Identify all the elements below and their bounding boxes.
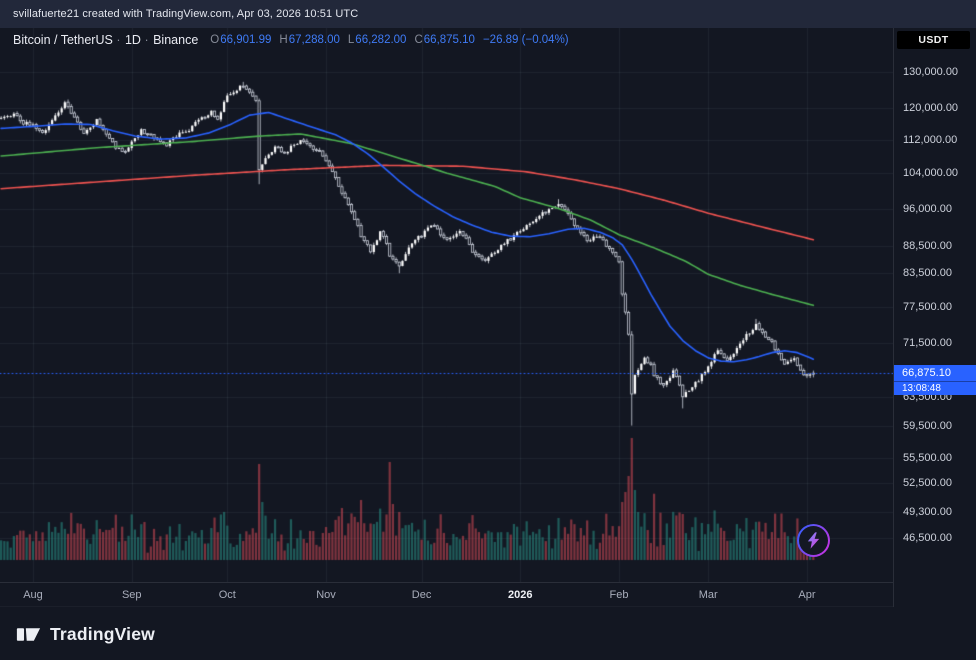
close-price: 66,875.10 — [423, 34, 475, 46]
low-value: L 66,282.00 — [348, 34, 407, 46]
time-axis-label: 2026 — [508, 589, 533, 601]
lightning-icon — [807, 532, 820, 549]
open-price: 66,901.99 — [220, 34, 272, 46]
last-price-value: 66,875.10 — [894, 365, 976, 382]
legend-separator: · — [144, 33, 149, 47]
high-label: H — [279, 34, 288, 46]
price-axis-label: 77,500.00 — [903, 300, 952, 313]
open-label: O — [210, 34, 220, 46]
symbol-title: Bitcoin / TetherUS · 1D · Binance — [13, 33, 198, 47]
price-axis-label: 96,000.00 — [903, 203, 952, 216]
open-value: O 66,901.99 — [210, 34, 271, 46]
tradingview-wordmark: TradingView — [50, 623, 155, 644]
price-axis-label: 88,500.00 — [903, 240, 952, 253]
countdown-timer: 13:08:48 — [894, 381, 976, 396]
high-value: H 67,288.00 — [279, 34, 339, 46]
price-axis[interactable]: USDT 130,000.00 120,000.00 112,000.00 104,0… — [893, 28, 976, 607]
price-axis-label: 46,500.00 — [903, 532, 952, 545]
price-axis-label: 55,500.00 — [903, 451, 952, 464]
attribution-text: svillafuerte21 created with TradingView.… — [13, 8, 359, 20]
price-axis-label: 71,500.00 — [903, 337, 952, 350]
price-axis-label: 130,000.00 — [903, 66, 959, 78]
exchange-label: Binance — [153, 33, 199, 47]
close-label: C — [414, 34, 423, 46]
price-axis-label: 49,300.00 — [903, 505, 952, 518]
tradingview-logo-icon — [16, 627, 41, 641]
symbol-legend[interactable]: Bitcoin / TetherUS · 1D · Binance O 66,9… — [13, 33, 569, 47]
price-axis-label: 59,500.00 — [903, 420, 952, 433]
symbol-name: Bitcoin / TetherUS — [13, 33, 113, 47]
time-axis-label: Oct — [218, 589, 236, 601]
tradingview-logo[interactable]: TradingView — [16, 622, 155, 647]
legend-separator: · — [116, 33, 121, 47]
timeframe-label: 1D — [124, 33, 141, 47]
price-axis-label: 104,000.00 — [903, 167, 959, 180]
time-axis-label: Nov — [316, 589, 336, 601]
price-axis-label: 120,000.00 — [903, 102, 959, 115]
price-axis-label: 112,000.00 — [903, 133, 958, 146]
time-axis-label: Feb — [609, 589, 629, 601]
close-value: C 66,875.10 — [414, 34, 474, 46]
ohlc-values: O 66,901.99 H 67,288.00 L 66,282.00 C 66… — [210, 34, 568, 46]
time-axis-label: Sep — [121, 589, 142, 601]
time-axis-label: Apr — [798, 589, 816, 601]
price-axis-label: 52,500.00 — [903, 477, 952, 490]
time-axis-label: Dec — [411, 589, 432, 601]
low-label: L — [347, 34, 355, 46]
last-price-tag[interactable]: 66,875.10 13:08:48 — [894, 365, 976, 396]
price-change: −26.89 (−0.04%) — [482, 34, 569, 46]
attribution-bar: svillafuerte21 created with TradingView.… — [0, 0, 976, 28]
time-axis-label: Mar — [698, 589, 718, 601]
time-axis[interactable]: Aug Sep Oct Nov Dec 2026 Feb Mar Apr — [0, 582, 976, 607]
currency-unit-button[interactable]: USDT — [897, 31, 970, 49]
footer-bar: TradingView — [0, 608, 976, 660]
time-axis-label: Aug — [23, 589, 43, 601]
price-axis-label: 83,500.00 — [903, 266, 952, 279]
low-price: 66,282.00 — [355, 34, 407, 46]
high-price: 67,288.00 — [288, 34, 340, 46]
price-chart-canvas[interactable] — [0, 28, 893, 582]
lightning-button[interactable] — [797, 524, 830, 557]
